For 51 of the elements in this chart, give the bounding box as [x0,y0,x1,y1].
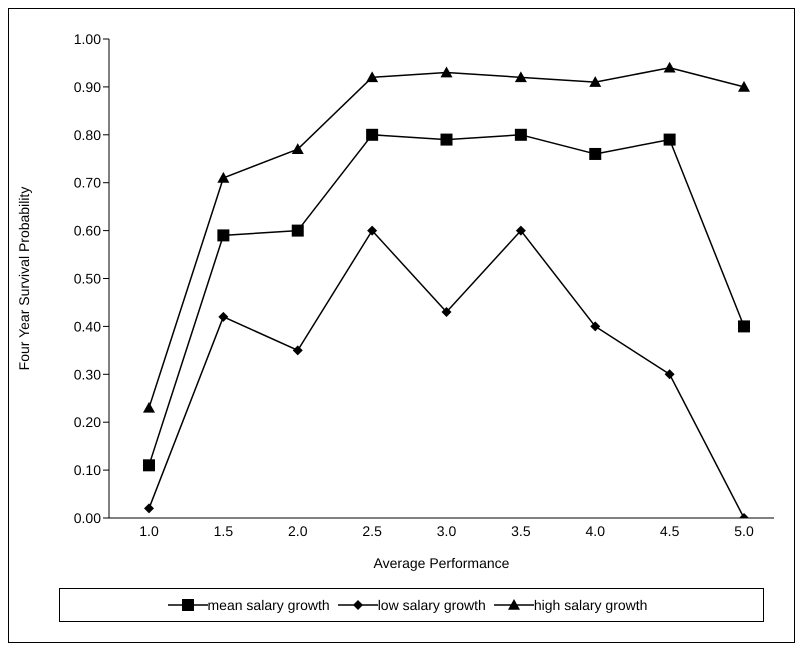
point [442,307,452,318]
y-tick-label: 0.90 [74,78,102,95]
y-tick-label: 0.50 [74,270,102,286]
y-axis-title: Four Year Survival Probability [16,186,32,370]
y-tick-label: 0.00 [74,510,102,526]
point [217,172,230,183]
legend-label: high salary growth [534,597,648,613]
point [514,71,527,82]
x-axis-title: Average Performance [374,555,510,571]
point [589,148,602,160]
point [590,321,600,332]
y-tick-label: 0.20 [74,414,102,430]
point [217,229,230,242]
x-tick-label: 1.0 [139,522,159,539]
x-tick-label: 2.0 [288,522,308,539]
point [292,224,304,237]
point [664,134,676,146]
y-tick-label: 0.70 [74,174,102,191]
point [738,80,750,92]
point [440,66,452,78]
point [144,503,154,514]
point [292,345,303,356]
point [218,312,228,322]
x-tick-label: 2.5 [362,522,382,539]
point [589,76,602,87]
y-tick-label: 0.10 [74,462,102,478]
y-tick-label: 0.80 [74,126,102,143]
point [664,369,675,380]
y-tick-label: 0.60 [74,222,102,239]
y-tick-label: 0.40 [74,318,102,334]
x-tick-label: 5.0 [734,522,754,539]
x-tick-label: 4.5 [660,522,680,539]
x-tick-label: 4.0 [586,522,606,539]
legend-label: mean salary growth [208,597,330,613]
point [664,62,676,73]
point [143,459,155,472]
point [292,143,304,154]
point [514,128,527,141]
y-tick-label: 1.00 [74,30,102,47]
point [143,402,155,413]
point [440,134,452,146]
x-tick-label: 3.0 [436,522,456,539]
x-tick-label: 3.5 [511,522,531,539]
point [738,320,750,332]
point [366,128,378,141]
point [516,226,526,236]
y-tick-label: 0.30 [74,366,102,382]
legend-label: low salary growth [378,597,486,613]
point [366,71,378,82]
x-tick-label: 1.5 [214,522,234,539]
point [367,226,378,236]
